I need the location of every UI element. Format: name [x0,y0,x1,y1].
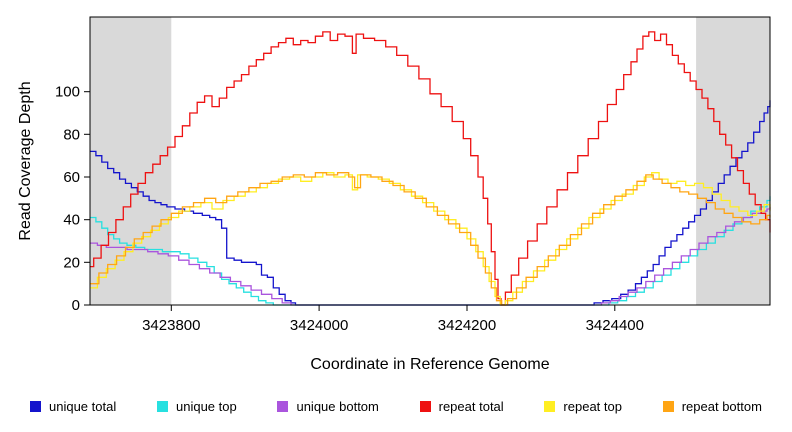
y-axis-title: Read Coverage Depth [17,81,34,240]
legend-swatch-icon [662,400,674,412]
legend-swatch-icon [156,400,168,412]
y-tick-label: 40 [63,212,80,229]
x-tick-label: 3424200 [438,317,496,334]
legend-item-unique-total: unique total [30,399,116,414]
legend-item-repeat-total: repeat total [419,398,504,414]
series-line-unique-total [90,100,771,306]
y-tick-label: 100 [55,84,80,101]
y-tick-label: 60 [63,169,80,186]
series-line-repeat-bottom [90,172,771,306]
legend-item-repeat-top: repeat top [544,399,622,414]
series-line-unique-bottom [90,206,771,306]
y-tick-label: 80 [63,126,80,143]
legend-item-unique-bottom: unique bottom [277,398,379,414]
coverage-plot: 3423800 3424000 3424200 3424400 0 20 40 60 80 100… [17,16,771,373]
legend-swatch-icon [419,400,431,412]
series-line-repeat-total [90,31,771,306]
legend-label: unique top [175,398,237,414]
legend-swatch-icon [277,400,289,412]
legend-label: unique total [49,398,117,414]
series-line-repeat-top [90,172,771,306]
legend-item-unique-top: unique top [156,398,237,414]
legend-item-repeat-bottom: repeat bottom [662,398,762,414]
legend-label: repeat total [438,398,504,414]
x-tick-label: 3424000 [290,317,348,334]
x-axis-title: Coordinate in Reference Genome [310,356,549,373]
legend-label: unique bottom [296,398,379,414]
legend-swatch-icon [544,400,556,412]
x-tick-label: 3424400 [586,317,644,334]
series-line-unique-top [90,196,771,306]
legend-swatch-icon [30,400,41,412]
y-tick-label: 20 [63,254,80,271]
y-tick-label: 0 [72,297,80,314]
plot-border [89,16,771,306]
legend-label: repeat top [563,398,622,414]
x-tick-label: 3423800 [142,317,200,334]
shaded-region [90,17,172,305]
legend: unique total unique top unique bottom repea… [0,382,792,430]
legend-label: repeat bottom [681,398,762,414]
shaded-region [696,17,770,305]
